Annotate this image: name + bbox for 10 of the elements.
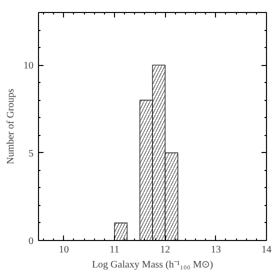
y-tick-label: 0 <box>28 236 34 247</box>
x-tick-label: 10 <box>58 244 69 256</box>
x-tick-label: 13 <box>210 244 221 256</box>
x-axis-title: Log Galaxy Mass (h⁻¹₁₀₀ M⊙) <box>92 260 214 270</box>
x-tick-label: 11 <box>110 244 120 256</box>
y-tick-label: 10 <box>24 60 34 72</box>
x-tick-label: 14 <box>262 244 272 256</box>
y-axis-title: Number of Groups <box>6 88 16 164</box>
x-tick-label: 12 <box>160 244 170 256</box>
y-tick-label: 5 <box>28 148 34 160</box>
